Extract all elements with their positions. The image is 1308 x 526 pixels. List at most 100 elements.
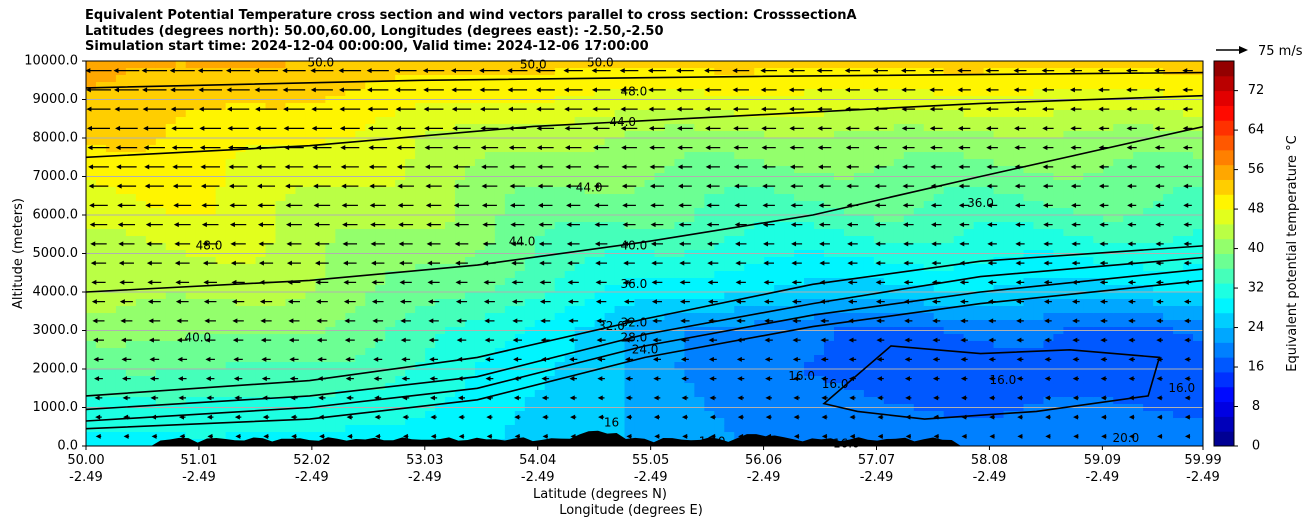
field-cell (225, 110, 237, 118)
field-cell (594, 243, 606, 251)
field-cell (215, 152, 227, 160)
field-cell (584, 341, 596, 349)
field-cell (614, 264, 626, 272)
field-cell (474, 103, 486, 111)
field-cell (554, 264, 566, 272)
field-cell (883, 152, 895, 160)
field-cell (455, 397, 466, 405)
field-cell (554, 103, 566, 111)
field-cell (425, 61, 436, 69)
field-cell (824, 89, 835, 97)
field-cell (205, 369, 217, 377)
field-cell (375, 292, 386, 300)
field-cell (315, 334, 326, 342)
field-cell (654, 145, 666, 153)
field-cell (853, 208, 865, 216)
field-cell (275, 341, 287, 349)
field-cell (285, 68, 297, 76)
field-cell (634, 257, 646, 265)
field-cell (943, 411, 955, 419)
field-cell (714, 425, 725, 433)
field-cell (734, 271, 745, 279)
field-cell (624, 61, 636, 69)
field-cell (175, 215, 187, 223)
field-cell (524, 89, 536, 97)
field-cell (574, 222, 586, 230)
field-cell (794, 145, 805, 153)
field-cell (584, 229, 596, 237)
field-cell (125, 68, 137, 76)
field-cell (115, 138, 127, 146)
field-cell (295, 425, 307, 433)
field-cell (125, 299, 137, 307)
field-cell (684, 187, 695, 195)
field-cell (135, 124, 147, 132)
field-cell (504, 180, 516, 188)
field-cell (425, 103, 436, 111)
field-cell (355, 362, 366, 370)
field-cell (684, 411, 695, 419)
field-cell (973, 68, 985, 76)
field-cell (564, 369, 576, 377)
field-cell (125, 145, 137, 153)
field-cell (554, 306, 566, 314)
field-cell (953, 383, 965, 391)
field-cell (245, 306, 257, 314)
field-cell (824, 145, 835, 153)
field-cell (295, 159, 307, 167)
field-cell (455, 243, 466, 251)
field-cell (125, 432, 137, 440)
field-cell (245, 201, 257, 209)
field-cell (415, 355, 426, 363)
field-cell (853, 362, 865, 370)
field-cell (125, 320, 137, 328)
field-cell (365, 411, 376, 419)
field-cell (504, 292, 516, 300)
field-cell (833, 68, 845, 76)
field-cell (634, 201, 646, 209)
field-cell (724, 68, 735, 76)
field-cell (305, 306, 316, 314)
field-cell (554, 320, 566, 328)
field-cell (933, 152, 945, 160)
field-cell (95, 117, 107, 125)
field-cell (255, 166, 267, 174)
field-cell (395, 75, 406, 83)
field-cell (405, 306, 416, 314)
field-cell (564, 152, 576, 160)
field-cell (305, 348, 316, 356)
field-cell (95, 264, 107, 272)
field-cell (873, 215, 885, 223)
field-cell (684, 243, 695, 251)
field-cell (175, 187, 187, 195)
field-cell (754, 397, 765, 405)
field-cell (125, 159, 137, 167)
field-cell (285, 411, 297, 419)
field-cell (155, 425, 167, 433)
field-cell (544, 194, 556, 202)
field-cell (843, 299, 855, 307)
field-cell (235, 320, 247, 328)
field-cell (255, 61, 267, 69)
field-cell (484, 264, 496, 272)
field-cell (724, 278, 735, 286)
field-cell (415, 306, 426, 314)
field-cell (644, 355, 656, 363)
field-cell (125, 215, 137, 223)
field-cell (664, 131, 676, 139)
field-cell (415, 432, 426, 440)
field-cell (784, 117, 795, 125)
field-cell (255, 187, 267, 195)
field-cell (115, 145, 127, 153)
field-cell (654, 320, 666, 328)
field-cell (385, 180, 396, 188)
field-cell (814, 278, 825, 286)
field-cell (614, 334, 626, 342)
field-cell (425, 215, 436, 223)
field-cell (175, 341, 187, 349)
field-cell (654, 334, 666, 342)
field-cell (654, 369, 666, 377)
field-cell (95, 362, 107, 370)
field-cell (415, 124, 426, 132)
field-cell (185, 390, 197, 398)
